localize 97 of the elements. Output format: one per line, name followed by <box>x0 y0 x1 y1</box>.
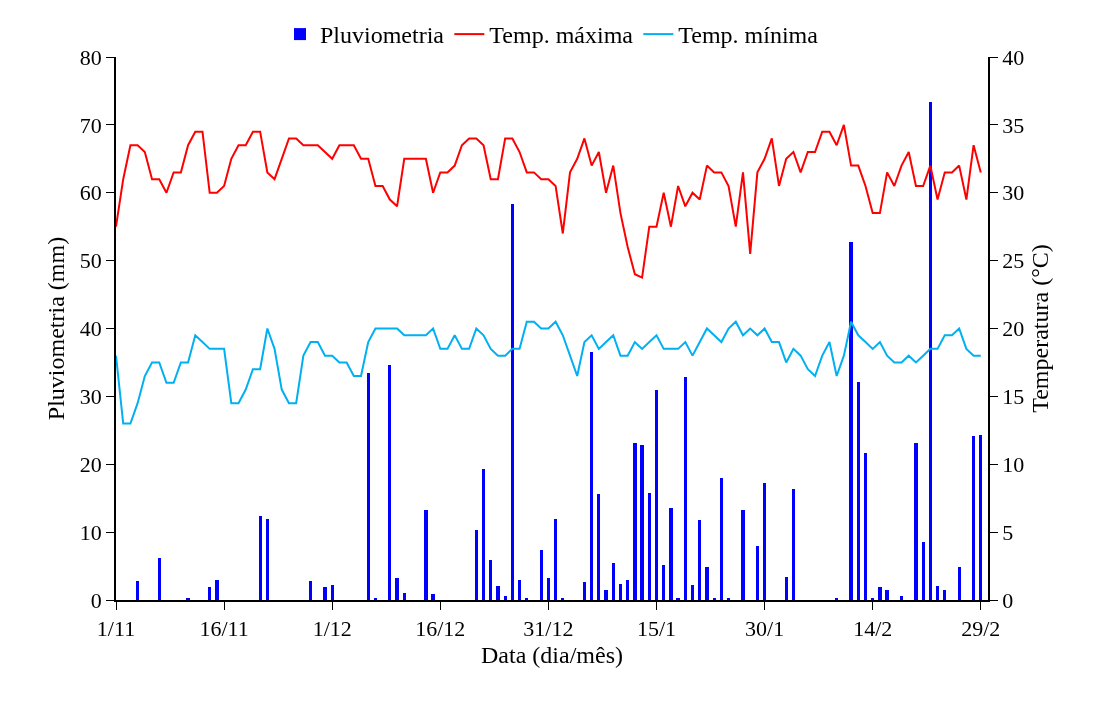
bar <box>785 577 788 600</box>
bar <box>849 242 853 600</box>
bar <box>691 585 694 600</box>
bar <box>972 436 975 600</box>
bar <box>475 530 478 600</box>
y2-tick-label: 15 <box>1002 384 1025 410</box>
bar <box>583 582 586 600</box>
x-tick-label: 14/2 <box>853 616 893 642</box>
bar <box>885 590 889 600</box>
bar <box>540 550 543 600</box>
bar <box>943 590 946 600</box>
line-series <box>116 123 982 279</box>
y-tick-label: 60 <box>79 180 102 206</box>
bar <box>662 565 665 600</box>
bar <box>496 586 500 600</box>
y2-tick-label: 30 <box>1002 180 1025 206</box>
legend-label: Temp. máxima <box>489 22 634 49</box>
bar <box>979 435 982 600</box>
y2-tick-label: 40 <box>1002 44 1025 70</box>
bar <box>648 493 651 600</box>
bar <box>597 494 600 600</box>
bar <box>208 587 211 600</box>
legend-label: Temp. mínima <box>678 22 819 49</box>
x-tick-label: 16/12 <box>415 616 466 642</box>
y2-tick-label: 5 <box>1002 519 1014 545</box>
y2-tick-label: 35 <box>1002 112 1025 138</box>
bar <box>612 563 615 600</box>
x-tick-label: 1/12 <box>312 616 352 642</box>
bar <box>590 352 593 600</box>
y-tick-label: 80 <box>79 44 102 70</box>
bar <box>403 593 406 600</box>
bar <box>669 508 673 600</box>
line-series <box>116 320 982 425</box>
bar <box>424 510 428 600</box>
bar <box>367 373 370 600</box>
bar <box>388 365 391 600</box>
y2-tick-label: 25 <box>1002 248 1025 274</box>
y-tick-label: 50 <box>79 248 102 274</box>
bar <box>857 382 860 600</box>
bar <box>684 377 687 600</box>
bar <box>633 443 637 600</box>
bar <box>655 390 658 600</box>
bar <box>266 519 269 600</box>
y-tick-label: 0 <box>90 587 102 613</box>
y-tick-label: 40 <box>79 316 102 342</box>
bar <box>792 489 795 600</box>
legend-label: Pluviometria <box>320 22 445 49</box>
bar <box>547 578 550 600</box>
bar <box>720 478 723 600</box>
x-tick-label: 15/1 <box>636 616 677 642</box>
bar <box>958 567 961 600</box>
x-tick-label: 1/11 <box>96 616 136 642</box>
bar <box>259 516 262 600</box>
bar <box>929 102 932 600</box>
y-tick-label: 70 <box>79 112 102 138</box>
bar <box>698 520 701 600</box>
bar <box>914 443 918 600</box>
y2-axis-title: Temperatura (°C) <box>1026 244 1053 413</box>
bar <box>878 587 882 600</box>
x-tick-label: 31/12 <box>523 616 574 642</box>
x-tick-label: 16/11 <box>199 616 249 642</box>
bar <box>215 580 219 600</box>
x-tick-label: 29/2 <box>961 616 1001 642</box>
bar <box>756 546 759 600</box>
bar <box>136 581 139 600</box>
bar <box>626 580 629 600</box>
bar <box>864 453 867 600</box>
bar <box>331 585 334 600</box>
y-tick-label: 10 <box>79 519 102 545</box>
bar <box>395 578 399 600</box>
bar <box>604 590 608 600</box>
bar <box>936 586 939 600</box>
bar <box>640 445 644 600</box>
y2-tick-label: 20 <box>1002 316 1025 342</box>
bar <box>482 469 485 600</box>
bar <box>431 594 435 600</box>
y2-tick-label: 0 <box>1002 587 1014 613</box>
bar <box>554 519 557 600</box>
x-axis-title: Data (dia/mês) <box>481 641 623 668</box>
bar <box>705 567 709 600</box>
bar <box>158 558 161 600</box>
bar <box>309 581 312 600</box>
bar <box>763 483 766 600</box>
bar <box>511 204 514 600</box>
x-tick-label: 30/1 <box>745 616 785 642</box>
bar <box>518 580 521 600</box>
bar <box>900 596 903 600</box>
bar <box>489 560 492 600</box>
y2-tick-label: 10 <box>1002 451 1025 477</box>
y-axis-title: Pluviometria (mm) <box>43 236 70 421</box>
bar <box>922 542 925 600</box>
bar <box>619 584 622 600</box>
y-tick-label: 30 <box>79 384 102 410</box>
bar <box>741 510 745 600</box>
bar <box>504 596 507 600</box>
bar <box>323 587 327 600</box>
y-tick-label: 20 <box>79 451 102 477</box>
